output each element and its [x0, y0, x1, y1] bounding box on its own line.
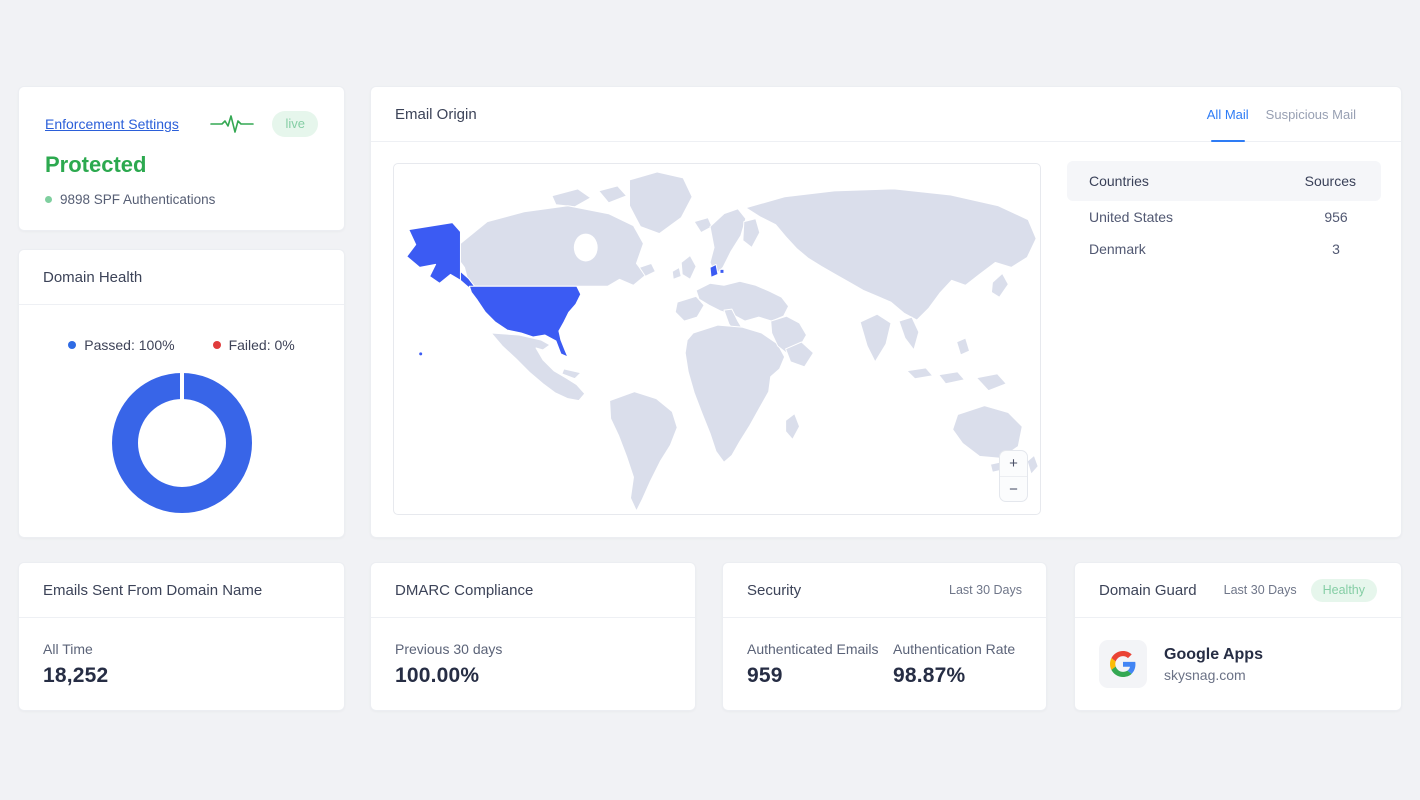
- zoom-out-button[interactable]: −: [1000, 476, 1027, 501]
- security-period-label: Last 30 Days: [949, 583, 1022, 597]
- domain-guard-period-label: Last 30 Days: [1223, 583, 1297, 597]
- emails-sent-card: Emails Sent From Domain Name All Time 18…: [18, 562, 345, 711]
- provider-name: Google Apps: [1164, 645, 1263, 663]
- google-logo-icon: [1110, 651, 1136, 677]
- dmarc-compliance-title: DMARC Compliance: [395, 581, 534, 599]
- dmarc-compliance-card: DMARC Compliance Previous 30 days 100.00…: [370, 562, 696, 711]
- country-sources: 956: [1324, 209, 1348, 225]
- map-zoom-controls: + −: [999, 450, 1028, 502]
- email-origin-card: Email Origin All Mail Suspicious Mail: [370, 86, 1402, 538]
- authenticated-emails-value: 959: [747, 664, 783, 687]
- domain-health-title: Domain Health: [43, 268, 143, 286]
- world-map-container: + −: [393, 163, 1041, 515]
- authentication-rate-value: 98.87%: [893, 664, 966, 687]
- security-card: Security Last 30 Days Authenticated Emai…: [722, 562, 1047, 711]
- country-name: United States: [1089, 209, 1174, 225]
- passed-legend-dot: [68, 341, 77, 349]
- map-land: [454, 171, 1039, 512]
- provider-domain: skysnag.com: [1164, 666, 1246, 683]
- tab-suspicious-mail[interactable]: Suspicious Mail: [1265, 106, 1356, 122]
- country-denmark[interactable]: [709, 263, 719, 278]
- country-name: Denmark: [1089, 241, 1146, 257]
- enforcement-card: Enforcement Settings live Protected 9898…: [18, 86, 345, 231]
- spf-authentications-text: 9898 SPF Authentications: [60, 192, 216, 207]
- spf-status-dot: [45, 196, 52, 203]
- authenticated-emails-label: Authenticated Emails: [747, 641, 879, 657]
- emails-sent-title: Emails Sent From Domain Name: [43, 581, 263, 599]
- emails-sent-value: 18,252: [43, 664, 109, 687]
- domain-guard-title: Domain Guard: [1099, 581, 1197, 599]
- country-sources: 3: [1332, 241, 1340, 257]
- domain-guard-card: Domain Guard Last 30 Days Healthy Google…: [1074, 562, 1402, 711]
- protection-status: Protected: [45, 152, 147, 177]
- donut-legend: Passed: 100% Failed: 0%: [19, 337, 344, 353]
- country-united-states[interactable]: [468, 285, 582, 358]
- dmarc-compliance-value: 100.00%: [395, 664, 480, 687]
- security-title: Security: [747, 581, 802, 599]
- countries-table: Countries Sources United States 956 Denm…: [1067, 161, 1381, 265]
- tab-all-mail[interactable]: All Mail: [1207, 87, 1249, 141]
- authentication-rate-label: Authentication Rate: [893, 641, 1016, 657]
- world-map[interactable]: [394, 164, 1040, 514]
- country-united-states-hawaii[interactable]: [418, 351, 424, 357]
- emails-sent-period-label: All Time: [43, 641, 93, 657]
- dmarc-period-label: Previous 30 days: [395, 641, 503, 657]
- healthy-badge: Healthy: [1310, 578, 1377, 602]
- country-denmark-island[interactable]: [719, 268, 725, 274]
- passed-legend-label: Passed: 100%: [84, 337, 175, 353]
- google-logo-tile: [1099, 640, 1147, 688]
- domain-health-card: Domain Health Passed: 100% Failed: 0%: [18, 249, 345, 538]
- table-row[interactable]: Denmark 3: [1067, 233, 1381, 265]
- countries-table-header: Countries Sources: [1067, 161, 1381, 201]
- donut-chart: [111, 372, 252, 513]
- mail-tabs: All Mail Suspicious Mail: [1207, 87, 1356, 141]
- failed-legend-dot: [212, 341, 221, 349]
- countries-column-header: Countries: [1089, 173, 1149, 189]
- enforcement-settings-link[interactable]: Enforcement Settings: [45, 116, 179, 132]
- zoom-in-button[interactable]: +: [1000, 451, 1027, 476]
- country-united-states-alaska[interactable]: [406, 222, 461, 284]
- email-origin-title: Email Origin: [395, 105, 477, 123]
- table-row[interactable]: United States 956: [1067, 201, 1381, 233]
- failed-legend-label: Failed: 0%: [228, 337, 295, 353]
- heartbeat-icon: [210, 115, 255, 133]
- live-badge: live: [272, 111, 318, 137]
- sources-column-header: Sources: [1304, 173, 1356, 189]
